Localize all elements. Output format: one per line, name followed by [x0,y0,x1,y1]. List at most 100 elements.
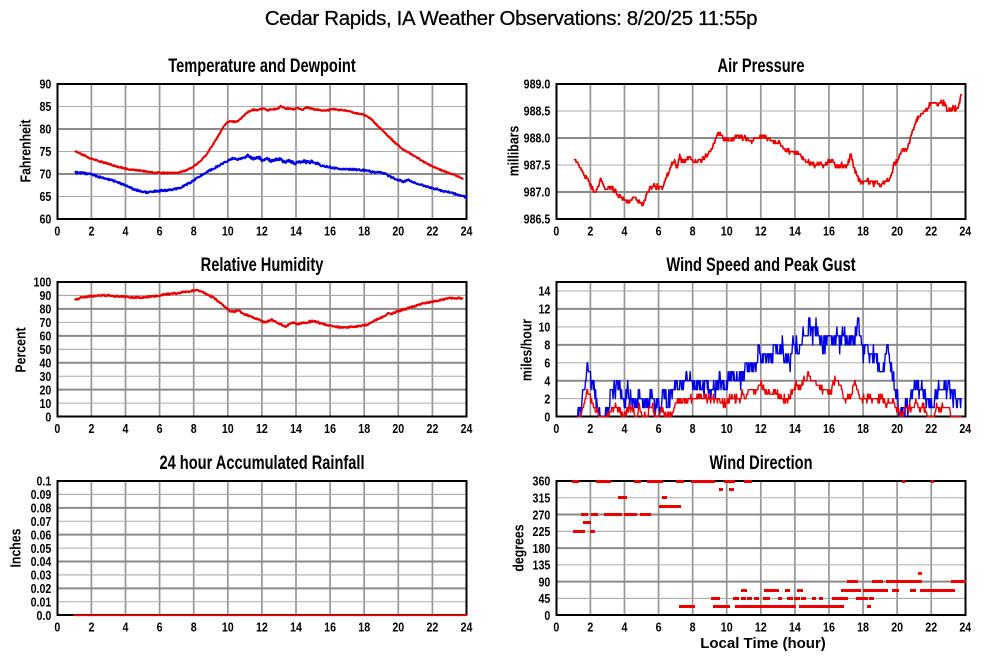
y-tick-label: 70 [39,166,51,181]
x-tick-label: 18 [358,223,370,238]
x-tick-label: 0 [554,223,560,238]
wind-direction-point [845,596,849,600]
wind-direction-point [681,479,685,483]
x-tick-label: 20 [392,619,404,634]
wind-direction-point [803,596,807,600]
wind-direction-point [634,512,638,516]
y-tick-label: 360 [533,473,551,488]
y-tick-label: 986.5 [524,211,551,226]
x-tick-label: 16 [823,223,835,238]
x-tick-label: 16 [823,421,835,436]
x-tick-label: 4 [123,223,129,238]
y-tick-label: 50 [39,342,51,357]
wind-direction-point [885,588,889,592]
plot-frame [555,82,967,220]
x-tick-label: 12 [256,223,268,238]
x-tick-label: 10 [721,223,733,238]
x-tick-label: 2 [88,421,94,436]
x-tick-label: 0 [54,421,60,436]
y-tick-label: 989.0 [524,76,551,91]
x-tick-label: 4 [123,619,129,634]
y-tick-label: 0.04 [31,554,52,569]
y-tick-label: 987.5 [524,157,551,172]
wind-direction-point [770,588,774,592]
dewpoint-series-line [74,152,468,199]
x-tick-label: 8 [191,619,197,634]
wind-direction-point [880,579,884,583]
x-tick-label: 14 [290,421,302,436]
y-tick-label: 0.03 [31,567,52,582]
x-tick-label: 14 [789,619,801,634]
y-tick-label: 988.5 [524,103,551,118]
peak-gust-series-line [577,317,962,418]
wind-direction-point [595,512,599,516]
wind-direction-point [865,596,869,600]
y-tick-label: 6 [545,356,551,371]
wind-direction-point [820,596,824,600]
x-tick-label: 6 [157,619,163,634]
wind-direction-point [638,479,642,483]
y-tick-label: 75 [39,144,51,159]
x-tick-label: 22 [925,619,937,634]
x-tick-label: 6 [656,223,662,238]
y-tick-label: 0.1 [36,473,51,488]
wind-direction-point [692,604,696,608]
wind-direction-point [619,512,623,516]
x-tick-label: 4 [622,223,628,238]
x-tick-label: 12 [256,619,268,634]
x-tick-label: 22 [426,223,438,238]
wind-direction-point [732,479,736,483]
wind-direction-point [753,604,757,608]
x-tick-label: 12 [755,223,767,238]
wind-direction-point [660,479,664,483]
wind-direction-point [764,596,768,600]
wind-direction-point [731,487,735,491]
x-tick-label: 8 [191,223,197,238]
wind-direction-point [838,596,842,600]
x-tick-label: 0 [54,619,60,634]
wind-direction-point [648,512,652,516]
x-tick-label: 2 [588,421,594,436]
y-tick-label: 85 [39,99,51,114]
y-tick-label: 65 [39,189,51,204]
wind-direction-point [800,588,804,592]
x-tick-label: 4 [622,421,628,436]
y-tick-label: 4 [545,374,551,389]
wind-direction-point [592,529,596,533]
x-tick-label: 16 [324,421,336,436]
y-tick-label: 8 [545,338,551,353]
y-tick-label: 40 [39,356,51,371]
x-tick-label: 6 [157,421,163,436]
x-tick-label: 6 [157,223,163,238]
x-tick-label: 20 [392,223,404,238]
wind-direction-point [841,604,845,608]
plot-frame [555,479,967,616]
x-tick-label: 14 [789,421,801,436]
y-tick-label: 0.01 [31,594,52,609]
x-tick-label: 2 [588,223,594,238]
x-tick-label: 0 [54,223,60,238]
x-tick-label: 8 [191,421,197,436]
wind-direction-point [743,596,747,600]
x-tick-label: 24 [461,421,473,436]
x-tick-label: 12 [256,421,268,436]
y-tick-label: 987.0 [524,184,551,199]
x-tick-label: 22 [925,421,937,436]
wind-direction-point [624,495,628,499]
wind-direction-point [762,604,766,608]
y-tick-label: 90 [39,289,51,304]
wind-direction-point [853,588,857,592]
x-tick-label: 14 [290,619,302,634]
x-tick-label: 18 [857,421,869,436]
wind-direction-point [858,588,862,592]
y-tick-label: 20 [39,383,51,398]
wind-direction-point [736,596,740,600]
wind-direction-point [588,520,592,524]
x-tick-label: 22 [426,619,438,634]
x-tick-label: 18 [358,421,370,436]
